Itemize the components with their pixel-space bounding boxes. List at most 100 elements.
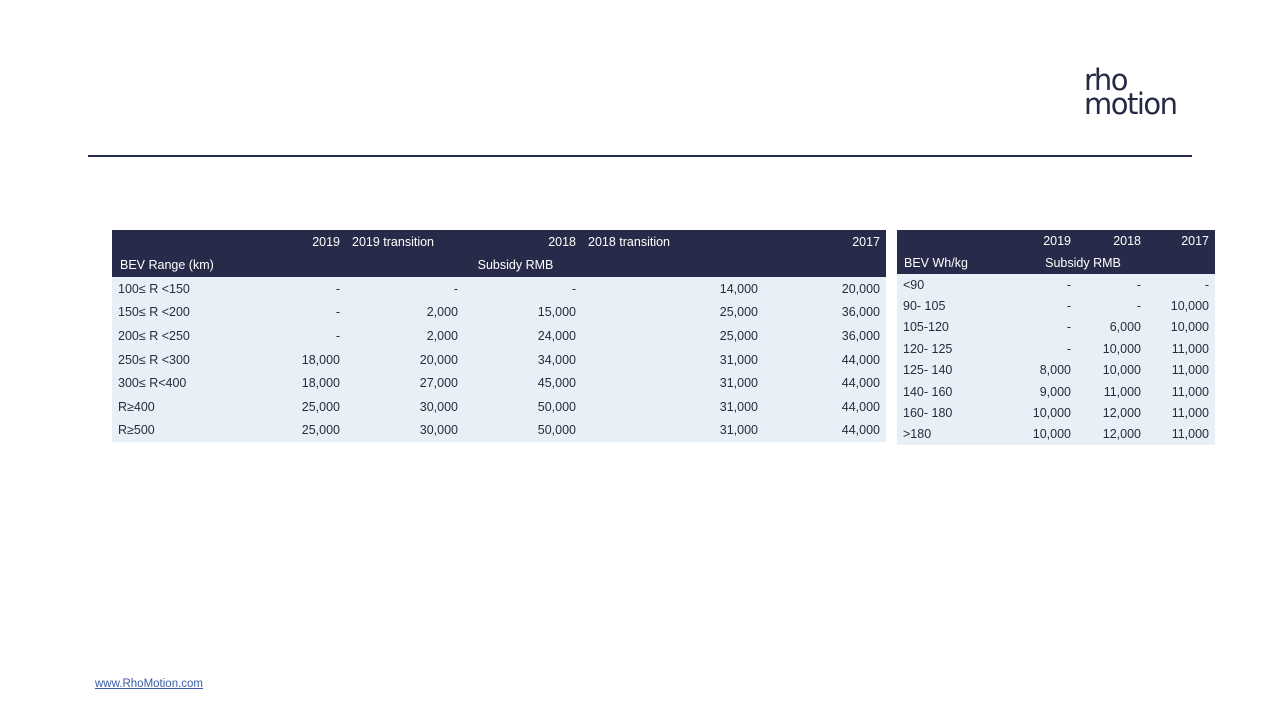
row-label: 200≤ R <250: [118, 328, 190, 343]
table-cell: 14,000: [719, 282, 758, 297]
table-row: 140- 160 9,000 11,000 11,000: [897, 380, 1215, 403]
table-row: 300≤ R<400 18,000 27,000 45,000 31,000 44,000: [112, 371, 886, 395]
table-cell: 10,000: [1170, 320, 1209, 335]
table-cell: 10,000: [1102, 341, 1141, 356]
row-label: 160- 180: [903, 406, 953, 421]
table-cell: 36,000: [841, 328, 880, 343]
table-row: 125- 140 8,000 10,000 11,000: [897, 359, 1215, 381]
row-label: <90: [903, 277, 925, 292]
table-cell: 31,000: [719, 423, 758, 438]
year-header-row: 2019 2018 2017: [897, 230, 1215, 252]
table-cell: 9,000: [1039, 384, 1071, 399]
table-cell: 10,000: [1170, 299, 1209, 314]
header-year: 2018: [1113, 234, 1141, 248]
table-cell: 25,000: [719, 328, 758, 343]
table-cell: -: [453, 282, 458, 297]
header-corner: [112, 230, 235, 254]
table-cell: -: [571, 282, 576, 297]
row-label: 105-120: [903, 320, 949, 335]
table-cell: 50,000: [537, 423, 576, 438]
row-label-header: BEV Wh/kg: [904, 256, 968, 270]
row-label: 300≤ R<400: [118, 376, 187, 391]
table-cell: 11,000: [1171, 363, 1209, 378]
table-cell: -: [1136, 299, 1141, 314]
year-header-row: 2019 2019 transition 2018 2018 transitio…: [112, 230, 886, 254]
table-cell: 45,000: [537, 376, 576, 391]
table-cell: 15,000: [537, 305, 576, 320]
row-label: 125- 140: [903, 363, 953, 378]
header-year: 2018 transition: [588, 234, 671, 249]
table-cell: 10,000: [1032, 406, 1071, 421]
label-header-row: BEV Wh/kg Subsidy RMB: [897, 252, 1215, 274]
table-cell: 8,000: [1039, 363, 1071, 378]
logo-line-1: rho: [1084, 63, 1129, 97]
table-cell: 11,000: [1171, 406, 1209, 421]
table-cell: 44,000: [841, 376, 880, 391]
table-cell: 44,000: [841, 399, 880, 414]
table-cell: -: [1136, 277, 1141, 292]
table-cell: 6,000: [1109, 320, 1141, 335]
logo-line-2: motion: [1084, 87, 1178, 121]
header-divider: [88, 155, 1192, 157]
table-row: <90 - - -: [897, 274, 1215, 296]
unit-label: Subsidy RMB: [477, 258, 554, 273]
table-cell: -: [335, 305, 340, 320]
table-cell: 44,000: [841, 352, 880, 367]
table-cell: 20,000: [841, 282, 880, 297]
unit-label: Subsidy RMB: [1045, 256, 1121, 270]
header-spacer: [1147, 252, 1215, 274]
table-row: 105-120 - 6,000 10,000: [897, 316, 1215, 339]
table-cell: 10,000: [1102, 363, 1141, 378]
table-cell: 24,000: [537, 328, 576, 343]
bev-range-subsidy-table: 2019 2019 transition 2018 2018 transitio…: [112, 230, 886, 443]
table-cell: 25,000: [301, 399, 340, 414]
table-cell: 31,000: [719, 376, 758, 391]
table-cell: 44,000: [841, 423, 880, 438]
table-cell: -: [335, 328, 340, 343]
row-label: 100≤ R <150: [118, 282, 190, 297]
table-cell: 36,000: [841, 305, 880, 320]
table-cell: 31,000: [719, 399, 758, 414]
row-label-header: BEV Range (km): [120, 258, 214, 273]
table-cell: 25,000: [719, 305, 758, 320]
row-label: 90- 105: [903, 299, 946, 314]
table-cell: 18,000: [301, 376, 340, 391]
header-year: 2019 transition: [352, 234, 435, 249]
header-year: 2018: [548, 234, 576, 249]
table-cell: 20,000: [419, 352, 458, 367]
label-header-row: BEV Range (km) Subsidy RMB: [112, 253, 886, 277]
header-corner: [897, 230, 1005, 252]
table-row: >180 10,000 12,000 11,000: [897, 423, 1215, 446]
table-cell: 30,000: [419, 399, 458, 414]
table-row: 160- 180 10,000 12,000 11,000: [897, 402, 1215, 424]
table-row: 200≤ R <250 - 2,000 24,000 25,000 36,000: [112, 324, 886, 348]
bev-energy-density-subsidy-table: 2019 2018 2017 BEV Wh/kg Subsidy RMB <90…: [897, 230, 1215, 446]
table-cell: 2,000: [426, 328, 458, 343]
website-link[interactable]: www.RhoMotion.com: [95, 678, 204, 690]
table-cell: -: [335, 282, 340, 297]
table-cell: 12,000: [1102, 427, 1141, 442]
table-cell: 11,000: [1171, 341, 1209, 356]
table-row: 120- 125 - 10,000 11,000: [897, 338, 1215, 360]
row-label: 150≤ R <200: [118, 305, 190, 320]
table-cell: -: [1204, 277, 1209, 292]
table-row: 150≤ R <200 - 2,000 15,000 25,000 36,000: [112, 300, 886, 325]
header-year: 2017: [852, 234, 880, 249]
table-cell: 10,000: [1032, 427, 1071, 442]
row-label: 140- 160: [903, 384, 953, 399]
table-cell: -: [1066, 320, 1071, 335]
table-row: 100≤ R <150 - - - 14,000 20,000: [112, 277, 886, 301]
table-cell: 50,000: [537, 399, 576, 414]
table-cell: 12,000: [1102, 406, 1141, 421]
row-label: R≥400: [118, 399, 155, 414]
table-row: R≥500 25,000 30,000 50,000 31,000 44,000: [112, 418, 886, 443]
table-cell: 27,000: [419, 376, 458, 391]
row-label: 120- 125: [903, 341, 953, 356]
table-cell: 11,000: [1171, 427, 1209, 442]
header-year: 2019: [1043, 234, 1071, 248]
table-cell: 2,000: [426, 305, 458, 320]
table-cell: 18,000: [301, 352, 340, 367]
table-cell: -: [1066, 277, 1071, 292]
header-year: 2019: [312, 234, 340, 249]
table-row: R≥400 25,000 30,000 50,000 31,000 44,000: [112, 394, 886, 419]
